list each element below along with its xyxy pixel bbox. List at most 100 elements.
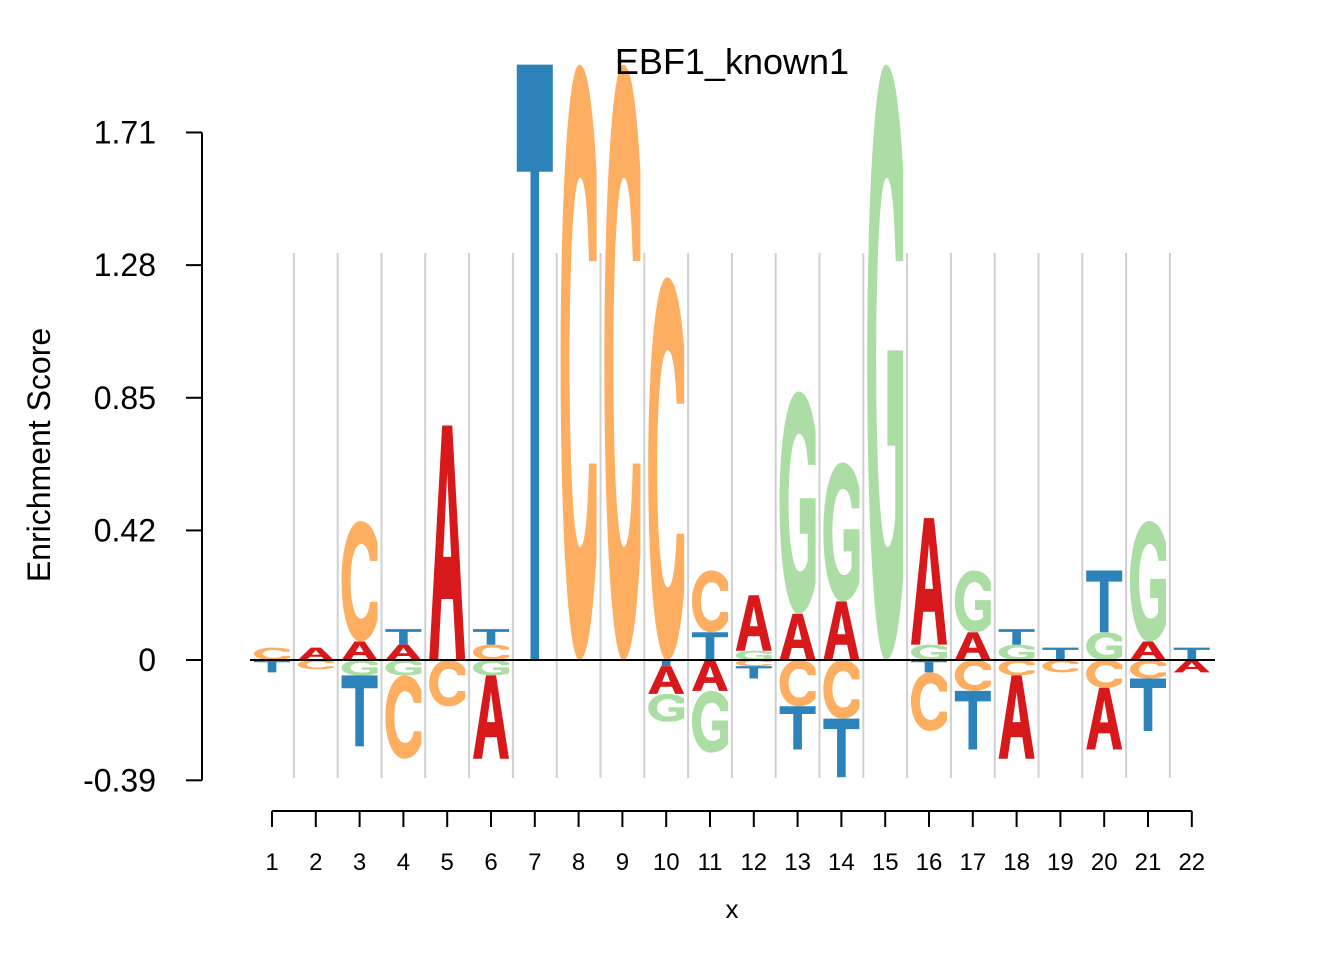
y-tick-label: 1.71 <box>94 114 156 150</box>
y-tick-label: 0 <box>138 642 156 678</box>
logo-letter-C <box>341 521 378 642</box>
logo-letter-C <box>429 660 466 707</box>
x-tick-label: 17 <box>959 849 986 876</box>
logo-letter-T <box>254 660 290 673</box>
logo-letter-C <box>1130 660 1166 679</box>
x-tick-label: 13 <box>784 849 811 876</box>
logo-letter-G <box>1130 521 1166 642</box>
logo-letter-C <box>297 660 334 670</box>
logo-letter-G <box>954 570 991 633</box>
logo-letter-T <box>1086 570 1123 633</box>
logo-letter-T <box>1173 647 1210 660</box>
logo-letter-C <box>692 570 728 633</box>
logo-letter-A <box>385 644 422 660</box>
logo-letter-G <box>823 462 860 602</box>
logo-letter-T <box>823 718 860 778</box>
x-tick-label: 9 <box>616 849 629 876</box>
x-tick-label: 10 <box>653 849 680 876</box>
logo-letters <box>254 64 1210 778</box>
x-tick-label: 11 <box>698 849 723 876</box>
y-tick-label: 0.42 <box>94 512 156 548</box>
logo-letter-C <box>604 64 641 661</box>
x-tick-label: 14 <box>828 849 855 876</box>
logo-letter-C <box>560 64 597 661</box>
logo-letter-T <box>911 660 947 673</box>
logo-letter-C <box>473 644 509 660</box>
logo-letter-T <box>1130 678 1166 731</box>
logo-letter-C <box>779 660 816 707</box>
logo-letter-A <box>911 518 947 645</box>
logo-letter-C <box>1086 660 1123 688</box>
logo-letter-C <box>954 660 991 691</box>
logo-letter-G <box>735 650 772 660</box>
logo-letter-A <box>735 595 772 651</box>
x-tick-label: 12 <box>740 849 767 876</box>
logo-letter-G <box>1086 632 1123 660</box>
logo-letter-A <box>779 613 816 660</box>
x-axis-label: x <box>726 894 739 924</box>
logo-letter-C <box>911 672 947 731</box>
logo-letter-T <box>735 666 772 679</box>
x-tick-label: 3 <box>353 849 366 876</box>
x-tick-label: 7 <box>528 849 541 876</box>
logo-letter-A <box>297 647 334 660</box>
logo-letter-T <box>779 706 816 750</box>
x-tick-label: 2 <box>309 849 322 876</box>
x-axis: 1 2 3 4 5 6 7 8 9 10 11 12 13 14 15 16 17 18 19 20 21 22 <box>265 810 1205 876</box>
x-tick-label: 4 <box>397 849 410 876</box>
y-tick-label: 0.85 <box>94 380 156 416</box>
logo-letter-C <box>648 277 685 660</box>
logo-letter-A <box>692 660 728 691</box>
x-tick-label: 19 <box>1047 849 1074 876</box>
grid-lines <box>292 253 1171 778</box>
logo-letter-G <box>998 644 1035 660</box>
x-tick-label: 16 <box>916 849 943 876</box>
logo-letter-C <box>998 660 1035 676</box>
logo-letter-T <box>341 675 378 747</box>
logo-letter-T <box>516 64 553 661</box>
logo-letter-T <box>998 629 1035 645</box>
x-tick-label: 5 <box>441 849 454 876</box>
logo-letter-C <box>735 660 772 667</box>
logo-letter-A <box>998 675 1035 759</box>
logo-letter-A <box>341 641 378 660</box>
logo-letter-T <box>692 632 728 660</box>
logo-letter-G <box>648 693 685 722</box>
logo-letter-C <box>823 660 860 719</box>
logo-letter-T <box>473 629 509 645</box>
logo-letter-G <box>779 391 816 614</box>
x-tick-label: 22 <box>1178 849 1205 876</box>
logo-letter-C <box>254 647 290 660</box>
logo-letter-A <box>648 666 685 694</box>
logo-letter-A <box>473 675 509 759</box>
logo-letter-A <box>429 425 466 660</box>
x-tick-label: 1 <box>265 849 278 876</box>
x-tick-label: 8 <box>572 849 585 876</box>
logo-letter-G <box>692 690 728 753</box>
x-tick-label: 18 <box>1003 849 1030 876</box>
logo-letter-A <box>1130 641 1166 660</box>
logo-letter-C <box>1042 660 1079 673</box>
logo-letter-A <box>1173 660 1210 673</box>
logo-letter-T <box>954 690 991 750</box>
logo-letter-A <box>1086 687 1123 750</box>
logo-letter-G <box>911 644 947 660</box>
logo-letter-T <box>1042 647 1079 660</box>
x-tick-label: 6 <box>484 849 497 876</box>
y-axis: 1.71 1.28 0.85 0.42 0 -0.39 <box>83 114 203 798</box>
x-tick-label: 15 <box>872 849 899 876</box>
logo-letter-G <box>341 660 378 676</box>
y-axis-label: Enrichment Score <box>21 328 57 582</box>
logo-letter-T <box>648 660 685 667</box>
logo-letter-T <box>385 629 422 645</box>
logo-letter-G <box>385 660 422 676</box>
x-tick-label: 20 <box>1091 849 1118 876</box>
logo-letter-A <box>823 601 860 660</box>
logo-letter-G <box>867 64 904 661</box>
chart-title: EBF1_known1 <box>615 41 849 82</box>
logo-letter-A <box>954 632 991 660</box>
y-tick-label: -0.39 <box>83 762 156 798</box>
x-tick-label: 21 <box>1135 849 1162 876</box>
y-tick-label: 1.28 <box>94 247 156 283</box>
